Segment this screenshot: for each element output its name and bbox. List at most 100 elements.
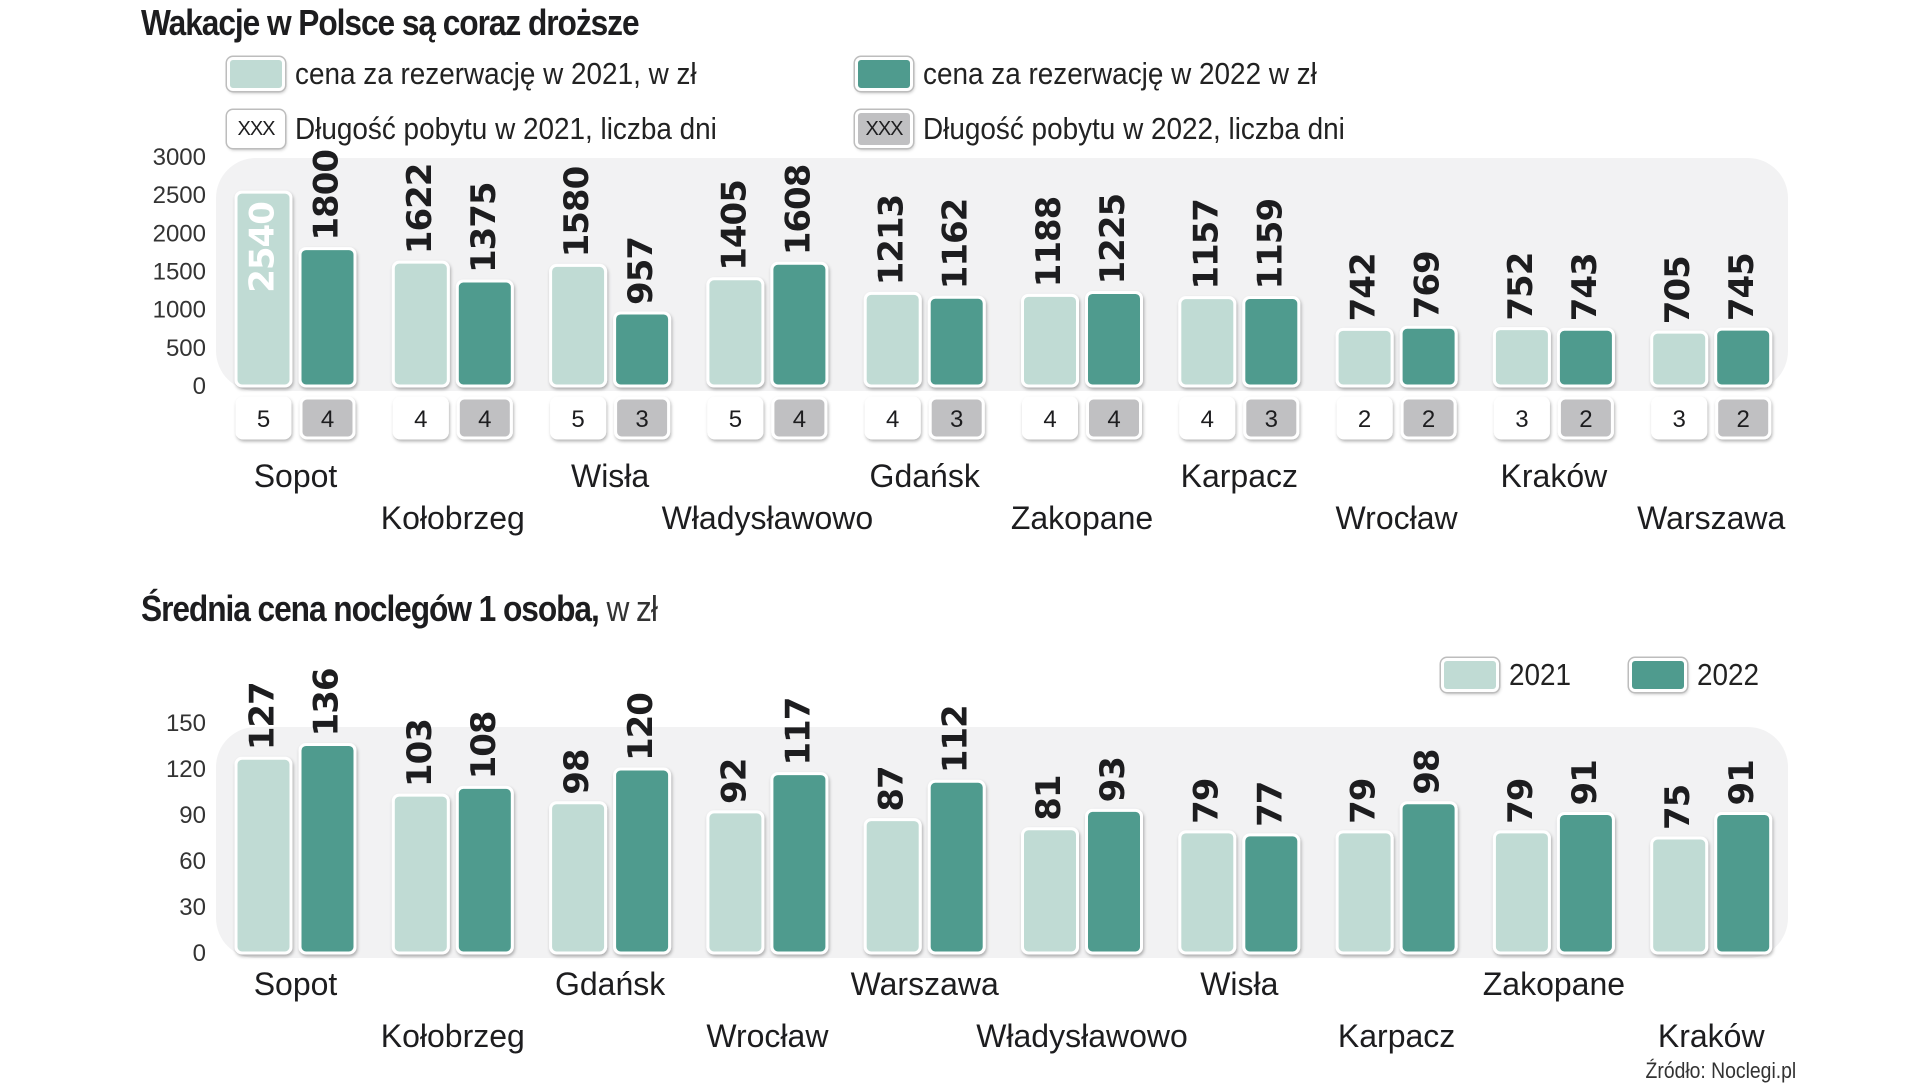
legend-swatch-2021 — [227, 57, 285, 91]
value-label: 705 — [1658, 256, 1698, 324]
value-label: 120 — [621, 693, 661, 761]
days-label: 4 — [1201, 406, 1214, 433]
category-label: Gdańsk — [555, 966, 666, 1002]
bar-2022 — [613, 767, 672, 955]
y-tick-label: 150 — [166, 710, 206, 737]
legend2-label: 2021 — [1509, 657, 1572, 692]
bar-2021 — [1492, 327, 1551, 388]
days-label: 2 — [1579, 406, 1592, 433]
bar-2021 — [391, 260, 450, 388]
days-box-2022 — [1086, 396, 1142, 440]
bar-2021 — [549, 801, 608, 955]
value-label: 1375 — [464, 182, 504, 273]
value-label: 79 — [1501, 779, 1541, 824]
value-label: 1800 — [307, 150, 347, 241]
chart1-reservation-price: 0 500 1000 1500 2000 2500 3000 2540 1800 5 4 Sopot 1… — [153, 144, 1788, 536]
value-label: 98 — [557, 749, 597, 794]
bar-2022 — [1242, 296, 1301, 388]
days-label: 5 — [571, 406, 584, 433]
bar-2022 — [1399, 325, 1458, 388]
category-label: Władysławowo — [976, 1018, 1188, 1054]
value-label: 1580 — [557, 166, 597, 257]
y-tick-label: 120 — [166, 756, 206, 783]
legend-label: Długość pobytu w 2021, liczba dni — [295, 111, 717, 146]
days-label: 3 — [1265, 406, 1278, 433]
chart2-title-text: Średnia cena noclegów 1 osoba, — [141, 588, 600, 629]
days-box-2021 — [1022, 396, 1078, 440]
category-label: Sopot — [254, 458, 338, 494]
legend2-item-2022: 2022 — [1629, 657, 1766, 693]
bar-2021 — [391, 793, 450, 955]
legend-item-price-2022: cena za rezerwację w 2022 w zł — [855, 56, 1361, 92]
days-box-2022 — [928, 396, 985, 440]
value-label: 92 — [714, 759, 754, 804]
bar-2021 — [1650, 836, 1709, 955]
days-box-2022 — [456, 396, 513, 440]
y-tick-label: 1500 — [153, 259, 206, 286]
y-tick-label: 2000 — [153, 220, 206, 247]
days-box-2021 — [864, 396, 921, 440]
value-label: 127 — [243, 682, 283, 750]
category-label: Kraków — [1658, 1018, 1766, 1054]
value-label: 81 — [1029, 775, 1069, 820]
days-label: 4 — [1107, 406, 1120, 433]
legend2-label: 2022 — [1697, 657, 1760, 692]
category-label: Wisła — [1200, 966, 1278, 1002]
value-label: 117 — [778, 698, 818, 766]
value-label: 1188 — [1029, 197, 1069, 288]
category-label: Władysławowo — [662, 500, 874, 536]
days-box-2021 — [1651, 396, 1708, 440]
value-label: 91 — [1722, 760, 1762, 805]
value-label: 1405 — [714, 180, 754, 271]
days-label: 2 — [1737, 406, 1750, 433]
value-label: 79 — [1344, 779, 1384, 824]
bar-2021 — [234, 190, 293, 388]
bar-2021 — [1021, 827, 1079, 955]
bar-2022 — [455, 785, 514, 955]
chart2-avg-night-price: 0 30 60 90 120 150 127 136 Sopot 103 108 Kołobrzeg 9… — [166, 668, 1788, 1054]
legend2-item-2021: 2021 — [1441, 657, 1578, 693]
bar-2021 — [234, 756, 293, 955]
days-label: 4 — [886, 406, 899, 433]
bar-2021 — [1178, 296, 1237, 388]
days-label: 3 — [950, 406, 963, 433]
legend-item-price-2021: cena za rezerwację w 2021, w zł — [227, 56, 741, 92]
bar-2022 — [1556, 811, 1615, 955]
bar-2021 — [1650, 330, 1709, 388]
bar-2022 — [1242, 833, 1301, 955]
value-label: 87 — [872, 766, 912, 811]
legend2-swatch-2022 — [1629, 658, 1687, 692]
value-label: 1608 — [778, 165, 818, 256]
category-label: Wisła — [571, 458, 649, 494]
days-box-2021 — [707, 396, 764, 440]
category-label: Kraków — [1501, 458, 1609, 494]
category-label: Wrocław — [706, 1018, 829, 1054]
bar-2022 — [1556, 327, 1615, 388]
days-box-2022 — [299, 396, 356, 440]
value-label: 1157 — [1186, 199, 1226, 290]
legend-days-box-2022: XXX — [855, 110, 913, 148]
value-label: 1159 — [1250, 199, 1290, 290]
category-label: Karpacz — [1338, 1018, 1455, 1054]
days-box-2022 — [1400, 396, 1457, 440]
source-note: Źródło: Noclegi.pl — [1645, 1058, 1796, 1083]
bar-2021 — [706, 277, 765, 388]
value-label: 108 — [464, 711, 504, 779]
chart2-title-unit: w zł — [606, 588, 657, 629]
bar-2022 — [613, 311, 672, 388]
legend-label: cena za rezerwację w 2021, w zł — [295, 56, 697, 91]
bar-2021 — [549, 263, 608, 388]
days-box-2021 — [1493, 396, 1550, 440]
y-tick-label: 0 — [193, 940, 206, 967]
value-label: 112 — [936, 705, 976, 773]
plot-panel — [216, 727, 1788, 958]
value-label: 79 — [1186, 779, 1226, 824]
days-label: 4 — [321, 406, 334, 433]
days-label: 4 — [414, 406, 427, 433]
bar-2022 — [455, 279, 514, 388]
days-label: 3 — [635, 406, 648, 433]
bar-2022 — [1714, 811, 1773, 955]
days-label: 4 — [793, 406, 806, 433]
days-label: 5 — [729, 406, 742, 433]
value-label: 136 — [307, 668, 347, 736]
